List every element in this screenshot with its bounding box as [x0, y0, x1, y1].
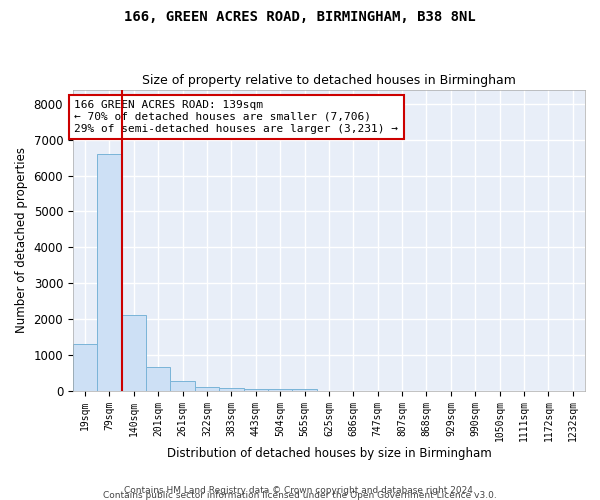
Text: 166 GREEN ACRES ROAD: 139sqm
← 70% of detached houses are smaller (7,706)
29% of: 166 GREEN ACRES ROAD: 139sqm ← 70% of de…: [74, 100, 398, 134]
Title: Size of property relative to detached houses in Birmingham: Size of property relative to detached ho…: [142, 74, 516, 87]
Text: Contains HM Land Registry data © Crown copyright and database right 2024.: Contains HM Land Registry data © Crown c…: [124, 486, 476, 495]
Bar: [170, 382, 195, 390]
Bar: [122, 316, 146, 390]
Y-axis label: Number of detached properties: Number of detached properties: [15, 147, 28, 333]
X-axis label: Distribution of detached houses by size in Birmingham: Distribution of detached houses by size …: [167, 447, 491, 460]
Bar: [73, 344, 97, 391]
Bar: [292, 388, 317, 390]
Bar: [195, 386, 219, 390]
Bar: [97, 154, 122, 390]
Text: 166, GREEN ACRES ROAD, BIRMINGHAM, B38 8NL: 166, GREEN ACRES ROAD, BIRMINGHAM, B38 8…: [124, 10, 476, 24]
Text: Contains public sector information licensed under the Open Government Licence v3: Contains public sector information licen…: [103, 491, 497, 500]
Bar: [244, 388, 268, 390]
Bar: [219, 388, 244, 390]
Bar: [146, 366, 170, 390]
Bar: [268, 388, 292, 390]
